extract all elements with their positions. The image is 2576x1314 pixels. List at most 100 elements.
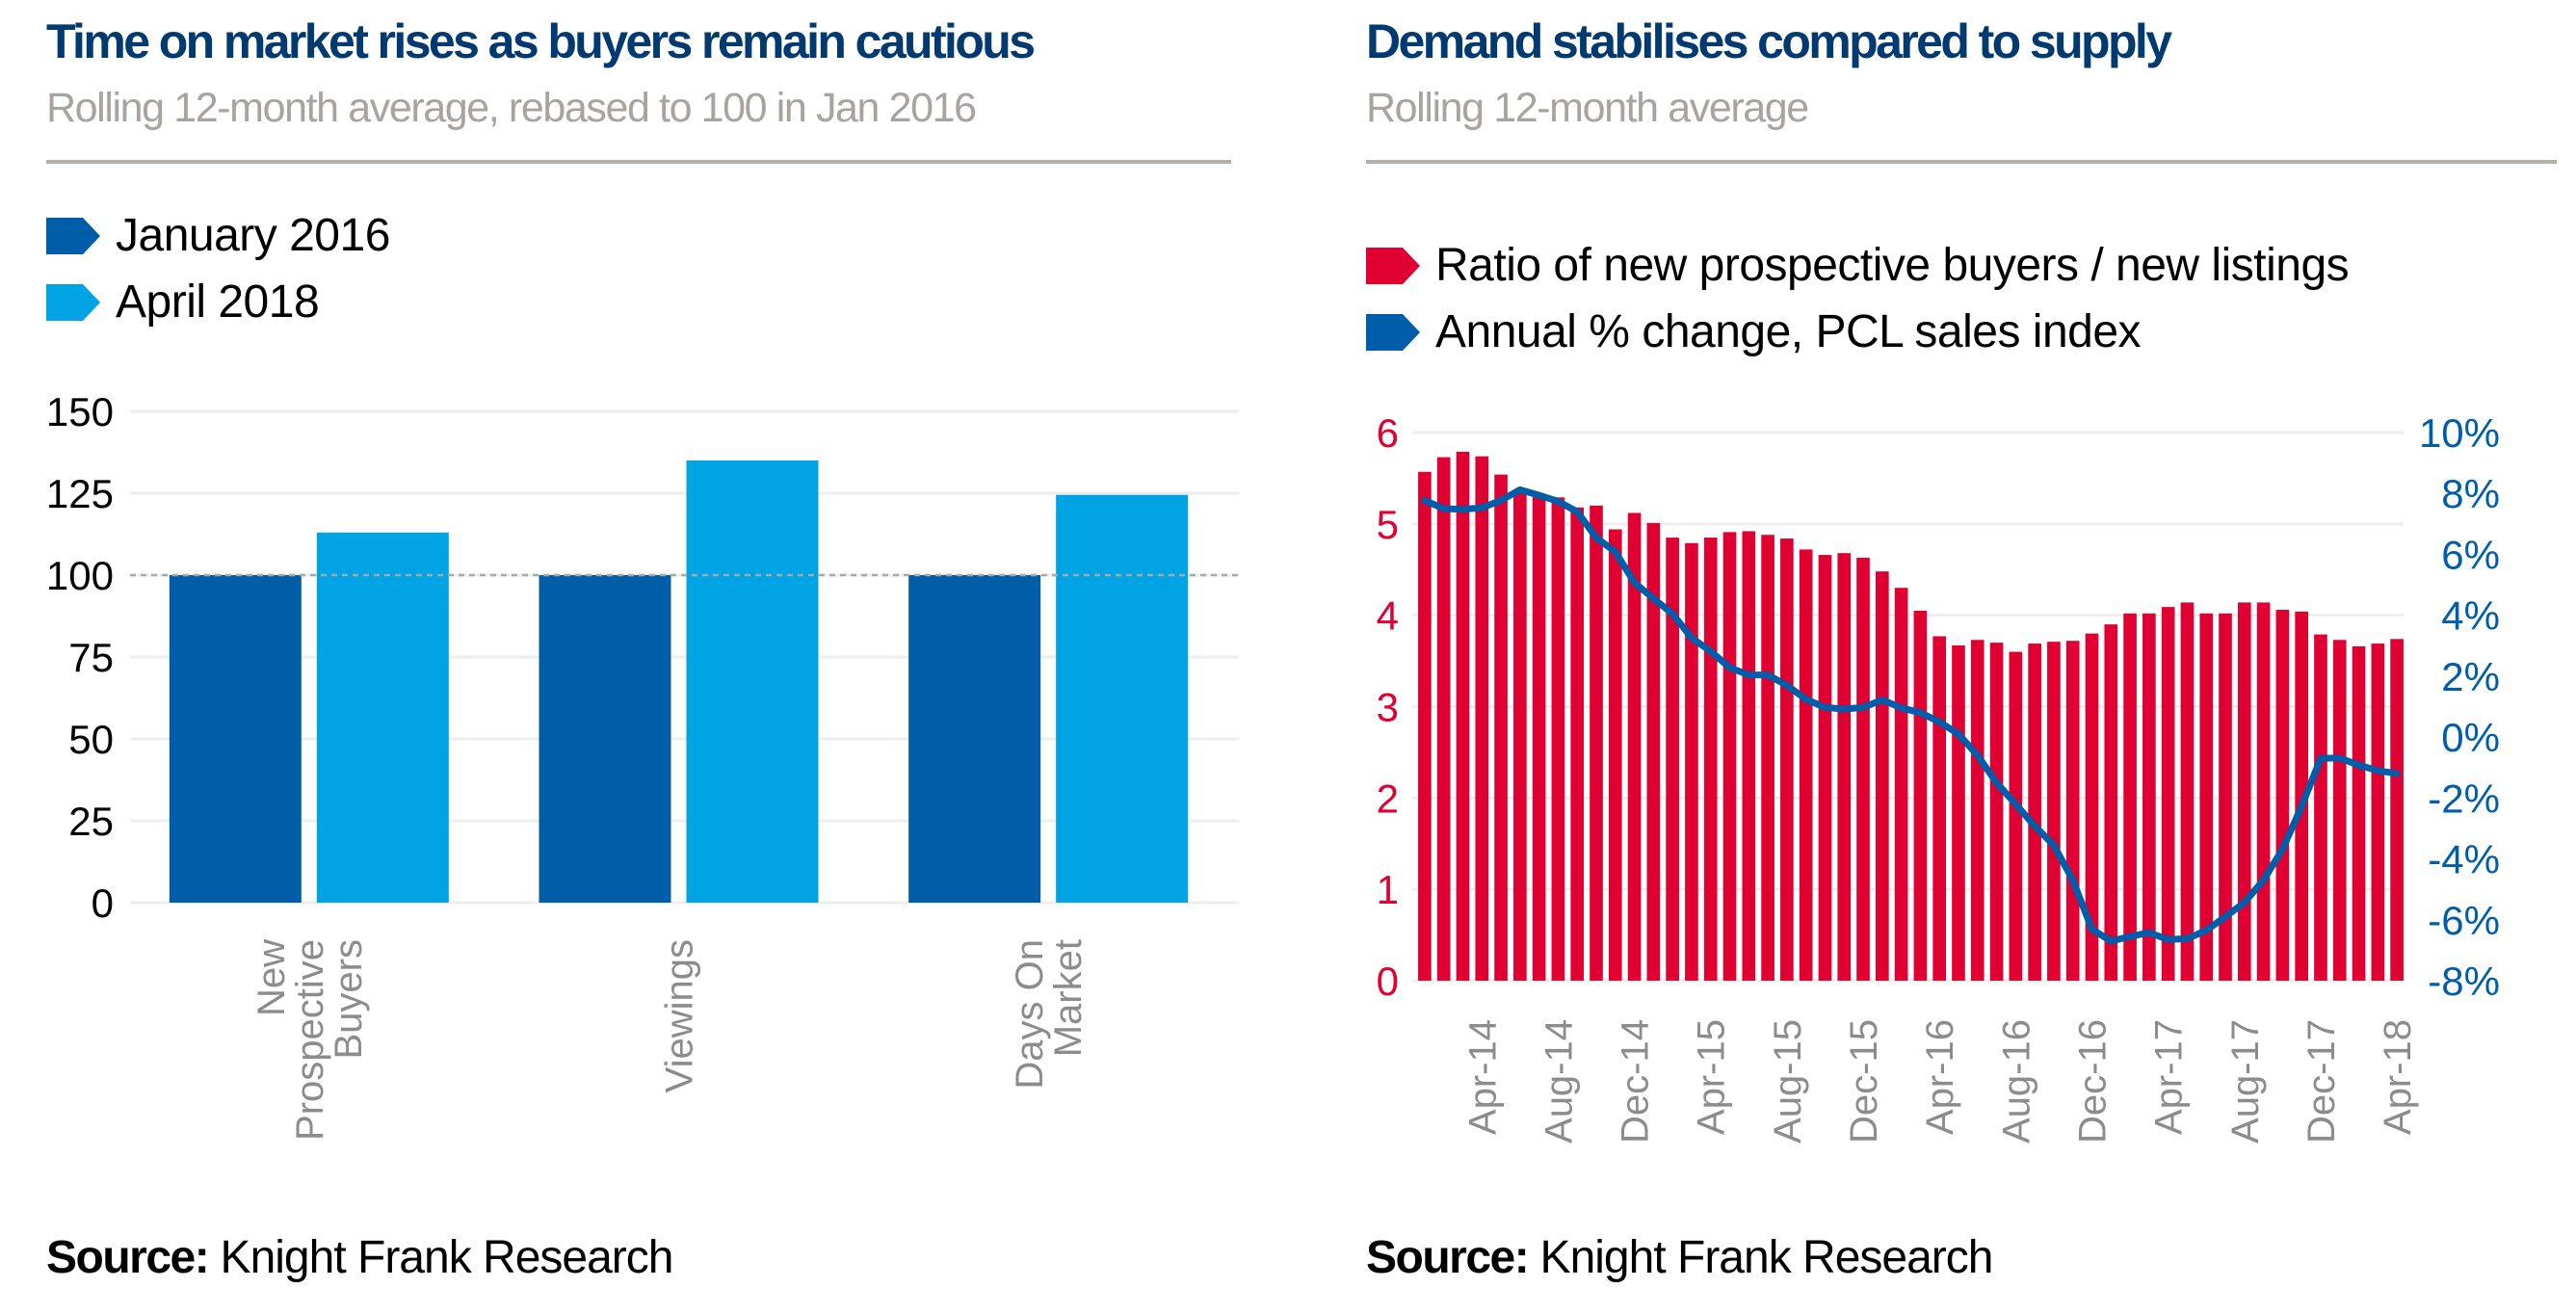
- ratio-bar: [2332, 640, 2347, 981]
- ratio-bar: [2028, 644, 2041, 981]
- left-chart-title: Time on market rises as buyers remain ca…: [46, 14, 1036, 68]
- ratio-bar: [2390, 639, 2404, 981]
- ratio-bar: [1551, 497, 1565, 981]
- left-y-tick-label: 2: [1377, 775, 1399, 821]
- ratio-bar: [2142, 613, 2156, 981]
- ratio-bar: [1608, 529, 1622, 981]
- ratio-bar: [1666, 538, 1679, 981]
- ratio-bar: [1494, 474, 1508, 982]
- bar-april-2018: [316, 532, 449, 903]
- ratio-bar: [1436, 457, 1451, 982]
- x-tick-label: Apr-15: [1691, 1019, 1733, 1135]
- ratio-bar: [1532, 493, 1546, 981]
- ratio-bar: [2295, 611, 2308, 981]
- source-text: Knight Frank Research: [208, 1232, 674, 1283]
- source-label: Source:: [1366, 1232, 1530, 1283]
- legend-item-ratio: Ratio of new prospective buyers / new li…: [1366, 232, 2350, 299]
- ratio-bar: [2237, 602, 2251, 981]
- right-title-divider: [1366, 160, 2557, 164]
- ratio-bar: [1818, 555, 1832, 981]
- ratio-bar: [1970, 640, 1985, 981]
- x-tick-label: Aug-17: [2224, 1019, 2267, 1143]
- bar-april-2018: [1056, 494, 1189, 903]
- left-y-tick-label: 4: [1377, 593, 1399, 639]
- x-tick-label: Dec-15: [1843, 1019, 1885, 1143]
- right-chart-subtitle: Rolling 12-month average: [1366, 85, 1809, 131]
- x-tick-label: Aug-15: [1767, 1019, 1809, 1143]
- left-chart-subtitle: Rolling 12-month average, rebased to 100…: [46, 85, 977, 131]
- y-tick-label: 150: [46, 389, 114, 434]
- pentagon-arrow-icon: [1366, 313, 1420, 351]
- right-y-tick-label: -6%: [2428, 898, 2500, 943]
- x-tick-label: Aug-16: [1995, 1019, 2037, 1143]
- right-source-note: Source: Knight Frank Research: [1366, 1231, 1993, 1284]
- ratio-bar: [2314, 634, 2327, 981]
- right-y-tick-label: 0%: [2441, 715, 2500, 760]
- ratio-bar: [2161, 607, 2175, 981]
- left-y-tick-label: 5: [1377, 502, 1399, 547]
- x-tick-label: Dec-14: [1615, 1019, 1657, 1143]
- bar-january-2016: [169, 575, 302, 903]
- x-tick-label: Apr-18: [2377, 1019, 2419, 1135]
- left-source-note: Source: Knight Frank Research: [46, 1231, 674, 1284]
- ratio-bar: [1780, 539, 1794, 981]
- ratio-bar: [2065, 641, 2080, 981]
- ratio-bar: [1703, 538, 1718, 981]
- ratio-bar: [1722, 532, 1737, 981]
- y-tick-label: 125: [46, 471, 114, 516]
- ratio-bar: [1837, 553, 1852, 981]
- legend-label: Ratio of new prospective buyers / new li…: [1435, 240, 2350, 291]
- x-tick-label: Apr-17: [2148, 1019, 2191, 1135]
- y-tick-label: 75: [68, 635, 114, 680]
- x-tick-label: Apr-16: [1919, 1019, 1961, 1135]
- x-category-label: New: [250, 939, 293, 1016]
- ratio-bar: [2371, 644, 2385, 981]
- x-tick-label: Apr-14: [1461, 1019, 1504, 1135]
- y-tick-label: 25: [68, 799, 114, 844]
- left-y-tick-label: 6: [1377, 410, 1399, 456]
- source-label: Source:: [46, 1232, 210, 1283]
- legend-label: Annual % change, PCL sales index: [1435, 306, 2142, 357]
- x-category-label: Buyers: [328, 939, 370, 1060]
- x-tick-label: Aug-14: [1538, 1019, 1580, 1143]
- right-y-tick-label: 10%: [2419, 410, 2500, 456]
- legend-label: January 2016: [116, 210, 390, 261]
- ratio-bar: [1685, 542, 1698, 981]
- bar-april-2018: [686, 460, 819, 903]
- ratio-bar: [1875, 571, 1889, 981]
- x-tick-label: Dec-17: [2300, 1019, 2343, 1143]
- ratio-bar: [1627, 512, 1642, 981]
- ratio-bar: [2256, 602, 2271, 981]
- y-tick-label: 50: [68, 717, 114, 762]
- ratio-bar: [1894, 588, 1908, 981]
- x-tick-label: Dec-16: [2071, 1019, 2114, 1143]
- right-y-tick-label: 2%: [2441, 654, 2500, 699]
- x-category-label: Viewings: [659, 939, 701, 1092]
- ratio-bar: [2199, 613, 2214, 981]
- x-category-label: Prospective: [289, 939, 331, 1141]
- pentagon-arrow-icon: [46, 283, 100, 321]
- pentagon-arrow-icon: [46, 217, 100, 254]
- ratio-bar: [2275, 609, 2290, 981]
- ratio-bar: [1475, 456, 1489, 981]
- ratio-bar: [1742, 531, 1756, 981]
- ratio-bar: [2219, 613, 2232, 981]
- bar-january-2016: [908, 575, 1041, 903]
- ratio-bar: [2009, 651, 2023, 981]
- legend-item-pcl-index: Annual % change, PCL sales index: [1366, 299, 2349, 365]
- ratio-bar: [1952, 644, 1965, 981]
- ratio-bar: [1513, 490, 1527, 981]
- ratio-bar: [1570, 507, 1585, 981]
- right-legend: Ratio of new prospective buyers / new li…: [1366, 232, 2350, 365]
- right-y-tick-label: 8%: [2441, 471, 2500, 516]
- ratio-bar: [1761, 535, 1774, 981]
- right-y-tick-label: -8%: [2428, 959, 2500, 1004]
- left-y-tick-label: 1: [1377, 867, 1399, 912]
- left-legend: January 2016 April 2018: [46, 202, 390, 335]
- ratio-bar: [2047, 642, 2061, 981]
- right-y-tick-label: 4%: [2441, 593, 2500, 639]
- x-category-label: Market: [1047, 939, 1090, 1057]
- y-tick-label: 0: [92, 880, 114, 926]
- right-y-tick-label: 6%: [2441, 532, 2500, 577]
